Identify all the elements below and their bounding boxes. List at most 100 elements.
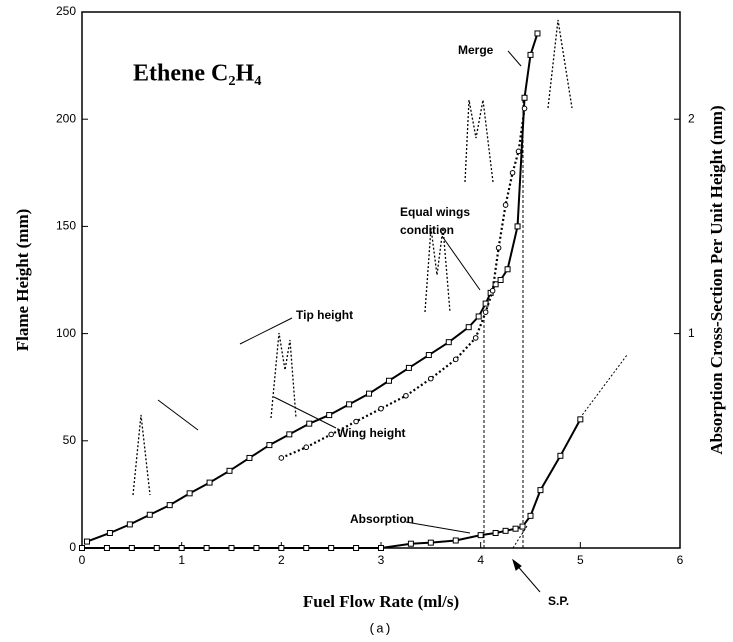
point bbox=[515, 148, 522, 155]
point bbox=[153, 545, 160, 551]
point bbox=[128, 545, 135, 551]
point bbox=[146, 511, 153, 518]
annotation: Merge bbox=[458, 43, 494, 57]
point bbox=[79, 545, 85, 551]
point bbox=[405, 364, 412, 371]
point bbox=[278, 545, 285, 551]
annotation: condition bbox=[400, 223, 454, 237]
point bbox=[534, 30, 541, 37]
point bbox=[489, 287, 496, 294]
point bbox=[445, 339, 452, 346]
point bbox=[521, 94, 528, 101]
point bbox=[278, 455, 285, 461]
point bbox=[228, 545, 235, 551]
point bbox=[353, 545, 360, 551]
series-line bbox=[280, 108, 526, 459]
point bbox=[557, 452, 564, 459]
annotation: S.P. bbox=[548, 594, 569, 608]
y2-tick-label: 2 bbox=[688, 111, 695, 125]
point bbox=[425, 352, 432, 359]
point bbox=[106, 529, 113, 536]
point bbox=[378, 405, 384, 412]
point bbox=[527, 51, 534, 58]
point bbox=[366, 390, 373, 397]
point bbox=[482, 309, 489, 315]
point bbox=[452, 537, 459, 544]
point bbox=[465, 324, 472, 331]
point bbox=[492, 281, 499, 288]
point bbox=[521, 105, 528, 112]
point bbox=[512, 525, 519, 532]
flame-sketches bbox=[132, 19, 573, 496]
point bbox=[326, 412, 333, 419]
series-line bbox=[86, 33, 539, 543]
leaders bbox=[157, 50, 541, 593]
chart-title: Ethene C₂H₄ bbox=[133, 61, 261, 87]
point bbox=[403, 392, 409, 399]
point bbox=[346, 401, 353, 408]
point bbox=[306, 420, 313, 427]
point bbox=[577, 416, 584, 423]
plot-frame bbox=[81, 11, 681, 549]
y2-tick-label: 1 bbox=[688, 326, 695, 340]
x-tick-label: 6 bbox=[677, 553, 684, 567]
y-tick-label: 0 bbox=[69, 540, 76, 554]
annotation: Tip height bbox=[296, 308, 353, 322]
point bbox=[497, 277, 504, 283]
point bbox=[303, 444, 310, 451]
x-tick-label: 4 bbox=[477, 553, 484, 567]
y-tick-label: 150 bbox=[56, 219, 76, 233]
x-tick-label: 3 bbox=[378, 553, 385, 567]
point bbox=[472, 335, 479, 341]
point bbox=[203, 545, 210, 551]
point bbox=[186, 490, 193, 497]
y-tick-label: 100 bbox=[56, 326, 76, 340]
point bbox=[303, 545, 310, 551]
point bbox=[537, 487, 544, 494]
point bbox=[353, 418, 359, 425]
point bbox=[509, 170, 516, 176]
point bbox=[452, 356, 459, 363]
point bbox=[504, 266, 511, 273]
point bbox=[502, 202, 509, 208]
point bbox=[378, 545, 384, 551]
y-tick-label: 250 bbox=[56, 4, 76, 18]
point bbox=[266, 442, 273, 449]
point bbox=[286, 431, 293, 438]
x-tick-label: 2 bbox=[278, 553, 285, 567]
point bbox=[502, 527, 509, 534]
caption: (a) bbox=[368, 621, 391, 636]
y-tick-label: 50 bbox=[63, 433, 77, 447]
x-tick-label: 0 bbox=[79, 553, 86, 567]
point bbox=[206, 479, 213, 486]
y-axis-label: Flame Height (mm) bbox=[13, 209, 32, 352]
point bbox=[428, 375, 434, 382]
reference-lines bbox=[483, 96, 628, 549]
point bbox=[427, 539, 434, 546]
y-tick-label: 200 bbox=[56, 111, 76, 125]
point bbox=[226, 467, 233, 474]
x-axis-label: Fuel Flow Rate (ml/s) bbox=[303, 592, 459, 611]
point bbox=[514, 223, 521, 230]
point bbox=[178, 545, 185, 551]
point bbox=[328, 431, 334, 438]
point bbox=[253, 545, 260, 551]
point bbox=[385, 377, 392, 384]
point bbox=[126, 521, 133, 528]
y2-axis-label: Absorption Cross-Section Per Unit Height… bbox=[707, 105, 726, 454]
point bbox=[527, 512, 534, 519]
point bbox=[328, 545, 335, 551]
annotation: Equal wings bbox=[400, 205, 470, 219]
point bbox=[407, 540, 414, 547]
point bbox=[475, 313, 482, 320]
point bbox=[492, 529, 499, 536]
annotation: Wing height bbox=[337, 426, 406, 440]
point bbox=[246, 454, 253, 461]
point bbox=[495, 245, 502, 251]
point bbox=[103, 545, 110, 551]
point bbox=[519, 523, 526, 530]
point bbox=[166, 502, 173, 509]
x-tick-label: 5 bbox=[577, 553, 584, 567]
point bbox=[83, 538, 90, 545]
